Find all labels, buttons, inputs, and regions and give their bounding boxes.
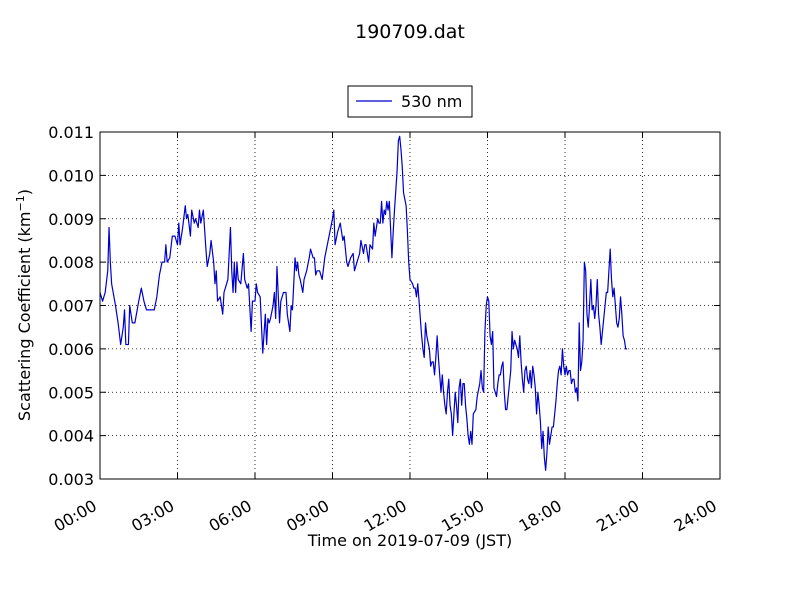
y-tick-label: 0.011 bbox=[48, 123, 94, 142]
y-tick-label: 0.007 bbox=[48, 297, 94, 316]
chart-title: 190709.dat bbox=[355, 21, 465, 43]
legend-label-530nm: 530 nm bbox=[401, 92, 462, 111]
y-axis-label-sup: −1 bbox=[14, 195, 27, 211]
y-axis: 0.003 0.004 0.005 0.006 0.007 0.008 0.009 0.010… bbox=[48, 123, 720, 489]
y-axis-label: Scattering Coefficient (km−1) bbox=[14, 189, 34, 421]
x-axis-label: Time on 2019-07-09 (JST) bbox=[307, 531, 512, 550]
y-axis-label-main: Scattering Coefficient (km bbox=[15, 211, 34, 421]
y-tick-label: 0.010 bbox=[48, 166, 94, 185]
y-tick-label: 0.004 bbox=[48, 427, 94, 446]
y-tick-label: 0.005 bbox=[48, 383, 94, 402]
y-tick-label: 0.009 bbox=[48, 210, 94, 229]
y-axis-label-end: ) bbox=[15, 189, 34, 195]
y-tick-label: 0.003 bbox=[48, 470, 94, 489]
series-group bbox=[99, 135, 627, 471]
grid bbox=[100, 132, 720, 479]
legend: 530 nm bbox=[347, 85, 473, 118]
y-tick-label: 0.006 bbox=[48, 340, 94, 359]
series-line-530nm bbox=[99, 135, 627, 471]
y-tick-label: 0.008 bbox=[48, 253, 94, 272]
